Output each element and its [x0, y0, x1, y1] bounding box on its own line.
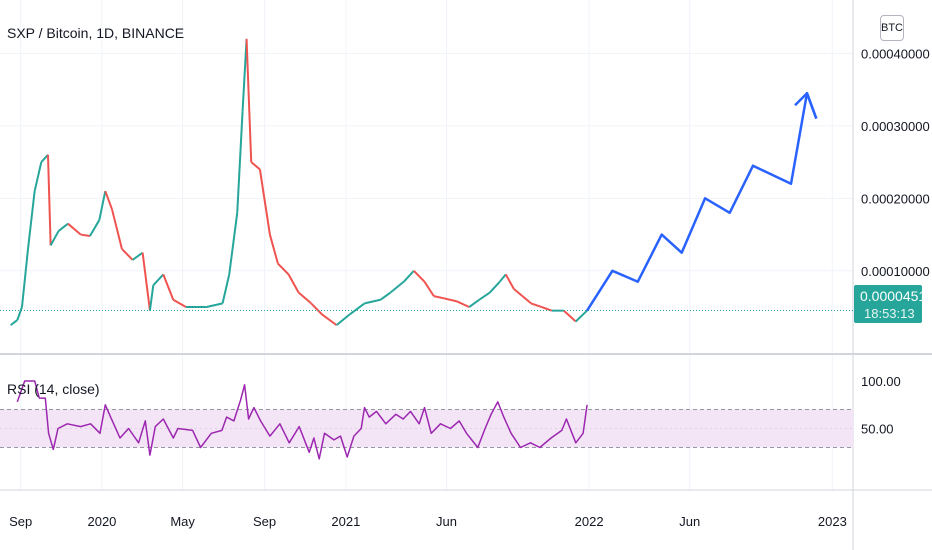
price-segment: [46, 154, 52, 246]
price-segment: [504, 273, 515, 290]
price-segment: [530, 302, 543, 308]
price-segment: [20, 248, 29, 308]
price-segment: [58, 222, 69, 232]
price-segment: [67, 222, 82, 236]
price-segment: [221, 274, 231, 304]
price-segment: [26, 190, 36, 250]
price-segment: [423, 281, 435, 297]
price-segment: [152, 273, 165, 286]
price-segment: [228, 212, 239, 275]
price-segment: [236, 111, 244, 213]
price-segment: [297, 291, 312, 305]
price-segment: [321, 313, 338, 326]
price-segment: [89, 219, 101, 237]
price-segment: [468, 298, 480, 308]
price-segment: [478, 291, 491, 301]
currency-button[interactable]: BTC: [880, 15, 904, 41]
price-axis-tick: 0.00010000: [861, 264, 930, 279]
price-segment: [489, 280, 501, 294]
rsi-title: RSI (14, close): [7, 381, 100, 397]
price-segment: [104, 190, 113, 210]
price-segment: [132, 251, 144, 261]
price-segment: [148, 285, 155, 311]
time-axis-tick: 2023: [818, 514, 847, 529]
price-segment: [98, 190, 107, 221]
price-segment: [287, 273, 300, 294]
forecast-arrowhead: [794, 91, 818, 120]
price-segment: [172, 298, 187, 308]
price-segment: [389, 280, 405, 294]
price-segment: [413, 270, 426, 283]
time-axis-tick: May: [170, 514, 195, 529]
price-segment: [241, 38, 248, 112]
time-axis-tick: Jun: [436, 514, 457, 529]
forecast-line: [586, 91, 818, 312]
bar-countdown: 18:53:13: [864, 306, 915, 321]
price-segment: [499, 273, 507, 283]
price-axis-tick: 0.00030000: [861, 119, 930, 134]
price-segment: [541, 306, 553, 312]
price-segment: [349, 302, 366, 316]
price-axis-tick: 0.00020000: [861, 191, 930, 206]
last-price-value: 0.00004511: [860, 288, 932, 304]
price-segment: [521, 295, 532, 305]
price-segment: [110, 208, 123, 250]
price-segment: [268, 234, 279, 264]
last-price-badge: 0.00004511 18:53:13: [854, 285, 932, 323]
price-segment: [162, 274, 175, 301]
price-segment: [379, 291, 392, 301]
price-axis-tick: 0.00040000: [861, 46, 930, 61]
price-segment: [33, 161, 43, 192]
price-segment: [456, 300, 470, 308]
price-segment: [310, 302, 323, 315]
rsi-axis-tick: 50.00: [861, 422, 894, 437]
time-axis-tick: 2021: [331, 514, 360, 529]
price-segment: [141, 252, 151, 311]
price-segment: [513, 288, 524, 297]
price-series: [10, 38, 588, 326]
price-segment: [575, 309, 588, 323]
time-axis-tick: 2020: [87, 514, 116, 529]
price-segment: [245, 38, 253, 163]
price-segment: [250, 161, 261, 171]
price-segment: [443, 297, 457, 303]
price-segment: [16, 306, 23, 321]
price-segment: [40, 154, 49, 163]
chart-title: SXP / Bitcoin, 1D, BINANCE: [7, 25, 185, 41]
time-axis-tick: Jun: [679, 514, 700, 529]
price-segment: [403, 270, 415, 283]
time-axis-tick: Sep: [9, 514, 32, 529]
price-segment: [121, 248, 134, 261]
rsi-axis-tick: 100.00: [861, 374, 901, 389]
price-segment: [206, 302, 223, 308]
price-segment: [364, 298, 381, 305]
price-segment: [49, 230, 60, 246]
price-segment: [10, 319, 18, 326]
price-segment: [80, 233, 91, 237]
price-segment: [277, 262, 290, 276]
price-segment: [258, 169, 271, 235]
time-axis-tick: 2022: [575, 514, 604, 529]
rsi-line: [16, 380, 588, 460]
price-segment: [335, 313, 351, 326]
price-segment: [433, 295, 445, 300]
price-segment: [563, 309, 577, 323]
time-axis-tick: Sep: [253, 514, 276, 529]
